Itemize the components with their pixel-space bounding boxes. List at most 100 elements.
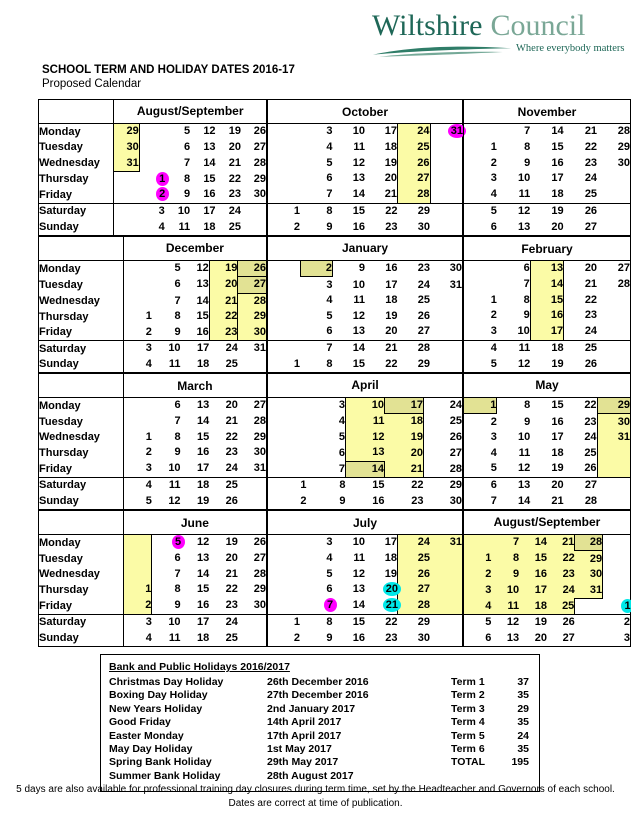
date-cell: 3 [145,615,152,628]
day-label: Sunday [38,630,124,647]
month-table-january-4: January 2 9 16 23 30 3 10 17 24 31 4 11 18 25 5 12 19 26 6 1… [267,236,463,373]
date-cell: 5 [326,156,333,169]
date-cell: 31 [574,582,604,599]
date-cell: 14 [203,156,216,169]
date-cell: 17 [196,342,210,355]
date-cell: 2 [623,616,630,629]
month-table-april-7: April 3 10 17 24 4 11 18 25 5 12 19 26 6 13 20 27 7 14 21 28… [267,373,463,510]
date-cell: 25 [546,598,576,615]
date-cell: 14 [332,186,365,204]
date-cell: 20 [365,582,401,598]
date-cell: 8 [524,399,531,412]
date-cell [268,582,301,598]
date-cell: 22 [584,399,597,412]
date-cell [575,614,603,630]
day-label: Thursday [38,445,124,461]
date-cell: 26 [253,536,266,549]
date-cell: 3 [338,399,345,412]
date-cell: 20 [551,220,564,233]
date-cell: 28 [253,156,266,169]
date-cell [122,566,153,583]
date-cell: 12 [506,616,520,629]
date-cell: 18 [384,413,424,430]
date-cell: 23 [411,494,424,507]
date-cell: 12 [203,125,216,138]
date-cell: 22 [225,430,238,443]
date-cell: 1 [293,615,300,628]
date-cell: 18 [385,294,398,307]
date-cell: 30 [241,187,267,204]
date-cell: 23 [209,597,238,615]
date-cell: 24 [449,399,462,412]
month-table-june-9: June Monday 5 12 19 26 Tuesday 6 13 20 27 Wednesday… [38,510,267,647]
date-cell: 27 [253,399,266,412]
date-cell: 29 [449,479,462,492]
date-cell: 6 [174,399,181,412]
date-cell [575,630,603,646]
date-cell: 19 [551,204,564,217]
date-cell [123,293,152,309]
date-cell: 21 [365,186,398,204]
bank-holidays-list: Christmas Day Holiday 26th December 2016 B… [109,676,531,783]
date-cell: 8 [523,293,530,306]
date-cell: 31 [449,278,462,291]
date-cell: 4 [145,478,152,491]
date-cell: 18 [203,220,216,233]
date-cell: 29 [253,172,266,185]
date-cell: 6 [326,583,333,596]
date-cell: 17 [203,204,216,217]
date-cell: 16 [352,631,365,644]
date-cell: 26 [417,309,430,322]
term-days-list: Term 1 37 Term 2 35 Term 3 29 Term 4 35 Term 5 24… [451,676,529,770]
term-label: Term 5 [451,729,485,742]
date-cell: 7 [306,461,346,479]
date-cell: 10 [352,125,365,138]
date-cell: 16 [385,262,398,275]
date-cell: 19 [534,616,547,629]
date-cell [464,124,497,140]
date-cell: 12 [352,156,365,169]
date-cell: 29 [574,550,604,567]
date-cell: 2 [145,446,152,459]
date-cell: 25 [563,186,598,204]
month-name: December [123,236,267,261]
date-cell: 2 [463,566,492,583]
date-cell [139,155,164,171]
logo-text: Wiltshire Council [372,10,585,42]
date-cell [267,186,300,204]
date-cell: 20 [551,479,564,492]
date-cell: 27 [449,446,462,459]
date-cell: 16 [372,494,385,507]
date-cell: 17 [384,536,397,549]
date-cell: 19 [384,429,424,446]
date-cell: 14 [551,125,564,138]
corner-cell [38,373,124,399]
term-row: Term 5 24 [451,730,529,743]
date-cell: 19 [208,259,239,277]
date-cell: 23 [417,262,430,275]
date-cell: 22 [546,550,575,567]
date-cell: 6 [485,631,492,644]
date-cell: 28 [237,293,267,310]
date-cell: 6 [184,140,191,153]
date-cell: 24 [584,431,597,444]
month-name: October [267,99,463,125]
bank-holiday-name: Boxing Day Holiday [109,689,208,702]
term-row: Term 3 29 [451,703,529,716]
date-cell: 8 [326,204,333,217]
date-cell: 23 [215,187,241,204]
date-cell: 13 [352,172,365,185]
date-cell: 20 [534,631,547,644]
date-cell: 14 [196,567,210,580]
date-cell: 13 [203,140,216,153]
bank-holiday-name: Christmas Day Holiday [109,676,224,688]
date-cell: 11 [168,478,181,491]
date-cell: 29 [617,141,630,154]
bank-holiday-date: 29th May 2017 [267,756,339,769]
date-cell: 8 [326,615,333,628]
date-cell [268,445,307,461]
month-name: July [267,510,463,536]
date-cell: 20 [584,262,598,275]
date-cell: 30 [617,156,630,169]
cyan-day-marker: 20 [382,582,401,597]
